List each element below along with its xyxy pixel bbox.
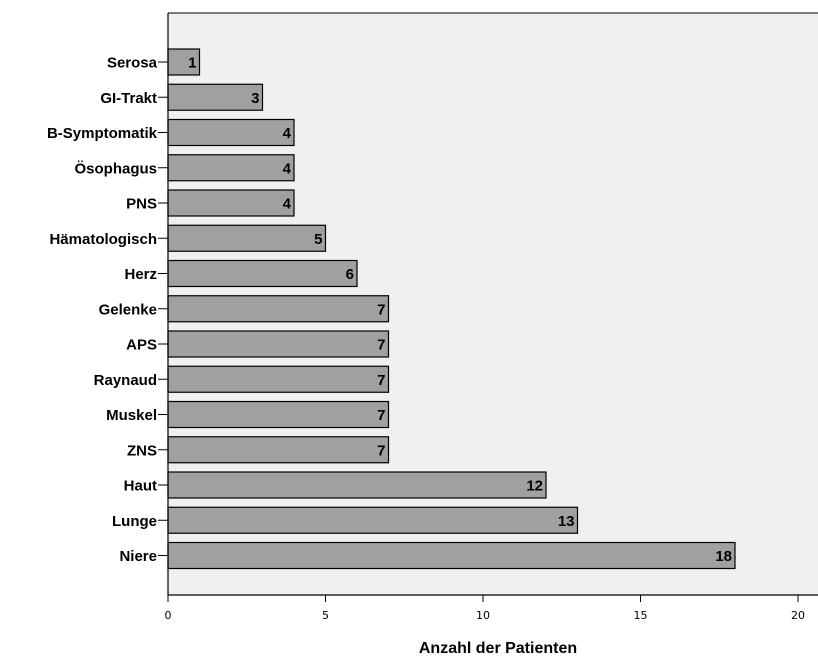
bar: [167, 224, 327, 252]
bar-value-label: 6: [346, 266, 354, 283]
bar-value-label: 5: [314, 231, 322, 248]
bar: [167, 436, 390, 464]
bar-value-label: 4: [283, 125, 292, 142]
bar: [167, 118, 295, 147]
bar-value-label: 7: [377, 372, 385, 389]
bar: [167, 83, 264, 111]
category-label: Ösophagus: [74, 160, 157, 177]
category-label: Niere: [119, 548, 157, 565]
category-label: APS: [126, 337, 157, 354]
bar-value-label: 7: [377, 442, 385, 459]
bar: [167, 506, 579, 534]
x-tick-label: 15: [634, 609, 648, 622]
bar-value-label: 4: [283, 196, 292, 213]
x-tick-label: 10: [476, 609, 490, 622]
bar: [167, 295, 390, 323]
x-tick-label: 20: [791, 609, 805, 622]
category-label: B-Symptomatik: [47, 125, 158, 142]
category-label: Muskel: [106, 407, 157, 424]
x-tick-label: 0: [165, 609, 172, 622]
bar-value-label: 7: [377, 407, 385, 424]
x-axis-title: Anzahl der Patienten: [419, 640, 577, 657]
x-tick-label: 5: [322, 609, 329, 622]
bar: [167, 154, 295, 182]
bar: [167, 400, 390, 429]
category-label: PNS: [126, 196, 157, 213]
category-label: Serosa: [107, 55, 158, 72]
bar-value-label: 13: [558, 513, 575, 530]
y-axis: Serosa GI-Trakt B-Symptomatik Ösophagus PNS H…: [47, 12, 818, 595]
bar-value-label: 1: [188, 55, 196, 72]
bar-value-label: 7: [377, 301, 385, 318]
category-label: Hämatologisch: [49, 231, 157, 248]
bar-value-label: 12: [526, 478, 543, 495]
category-label: Herz: [124, 266, 157, 283]
bar: [167, 48, 201, 76]
bar: [167, 365, 390, 393]
bar-value-label: 4: [283, 160, 292, 177]
category-label: Raynaud: [94, 372, 157, 389]
bar-value-label: 18: [715, 548, 732, 565]
bar-value-label: 3: [251, 90, 259, 107]
bar: [167, 471, 547, 499]
bar: [167, 330, 390, 358]
category-label: GI-Trakt: [100, 90, 157, 107]
bar: [167, 259, 358, 288]
category-label: ZNS: [127, 442, 157, 459]
category-label: Gelenke: [99, 301, 157, 318]
category-label: Haut: [124, 478, 157, 495]
category-label: Lunge: [112, 513, 157, 530]
bar-value-label: 7: [377, 337, 385, 354]
bar: [167, 541, 736, 570]
x-axis: 0 5 10 15 20: [165, 594, 818, 622]
bar: [167, 189, 295, 217]
